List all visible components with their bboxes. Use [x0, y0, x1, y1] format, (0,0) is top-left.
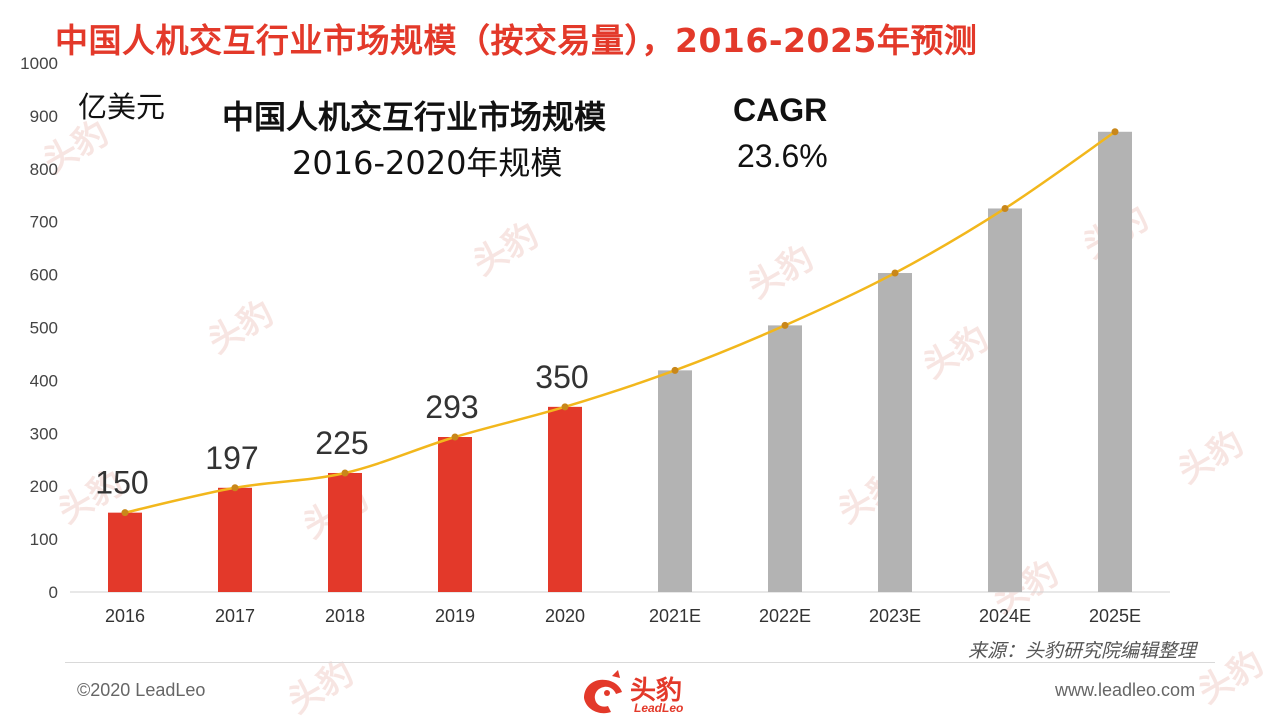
bar-2019 — [438, 437, 472, 592]
trend-marker — [781, 321, 789, 329]
source-note: 来源：头豹研究院编辑整理 — [968, 640, 1197, 662]
trend-marker — [891, 269, 899, 277]
x-tick-label: 2025E — [1089, 606, 1141, 626]
data-label: 225 — [315, 425, 368, 461]
y-tick-label: 700 — [30, 213, 58, 232]
trend-marker — [1001, 204, 1009, 212]
trend-marker — [231, 484, 239, 492]
trend-marker — [121, 509, 129, 517]
bar-2022E — [768, 325, 802, 592]
bar-2021E — [658, 370, 692, 592]
x-tick-label: 2020 — [545, 606, 585, 626]
x-tick-label: 2022E — [759, 606, 811, 626]
cagr-label: CAGR — [733, 92, 828, 128]
bar-2023E — [878, 273, 912, 592]
trend-marker — [341, 469, 349, 477]
unit-label: 亿美元 — [78, 90, 166, 124]
cagr-value: 23.6% — [737, 138, 828, 174]
data-label: 150 — [95, 465, 148, 501]
x-tick-label: 2023E — [869, 606, 921, 626]
y-tick-label: 800 — [30, 160, 58, 179]
website-link[interactable]: www.leadleo.com — [1055, 680, 1196, 700]
y-tick-label: 0 — [49, 583, 58, 602]
bar-2025E — [1098, 131, 1132, 592]
x-tick-label: 2016 — [105, 606, 145, 626]
y-tick-label: 900 — [30, 107, 58, 126]
leopard-icon — [584, 670, 622, 714]
trend-marker — [671, 366, 679, 374]
bar-2020 — [548, 406, 582, 592]
x-tick-label: 2019 — [435, 606, 475, 626]
copyright: ©2020 LeadLeo — [77, 680, 206, 700]
leadleo-logo: 头豹 LeadLeo — [578, 668, 708, 720]
x-tick-label: 2024E — [979, 606, 1031, 626]
trend-line — [124, 130, 1116, 514]
trend-marker — [1111, 128, 1119, 136]
footer-divider — [65, 662, 1215, 663]
x-tick-label: 2018 — [325, 606, 365, 626]
summary-subtitle: 2016-2020年规模 — [292, 144, 563, 182]
data-label: 293 — [425, 389, 478, 425]
summary-title: 中国人机交互行业市场规模 — [222, 98, 607, 136]
bar-2017 — [218, 487, 252, 592]
trend-marker — [561, 403, 569, 411]
bar-2016 — [108, 512, 142, 592]
bar-2024E — [988, 208, 1022, 592]
y-tick-label: 600 — [30, 266, 58, 285]
y-tick-label: 200 — [30, 477, 58, 496]
y-tick-label: 100 — [30, 530, 58, 549]
logo-sub: LeadLeo — [634, 701, 684, 715]
y-tick-label: 400 — [30, 371, 58, 390]
data-label: 350 — [535, 359, 588, 395]
y-tick-label: 500 — [30, 319, 58, 338]
y-tick-label: 300 — [30, 424, 58, 443]
bar-2018 — [328, 472, 362, 592]
data-label: 197 — [205, 440, 258, 476]
x-tick-label: 2021E — [649, 606, 701, 626]
y-tick-label: 1000 — [20, 54, 58, 73]
logo-name: 头豹 — [630, 676, 683, 706]
trend-marker — [451, 433, 459, 441]
page-title: 中国人机交互行业市场规模（按交易量），2016-2025年预测 — [55, 21, 978, 60]
x-tick-label: 2017 — [215, 606, 255, 626]
